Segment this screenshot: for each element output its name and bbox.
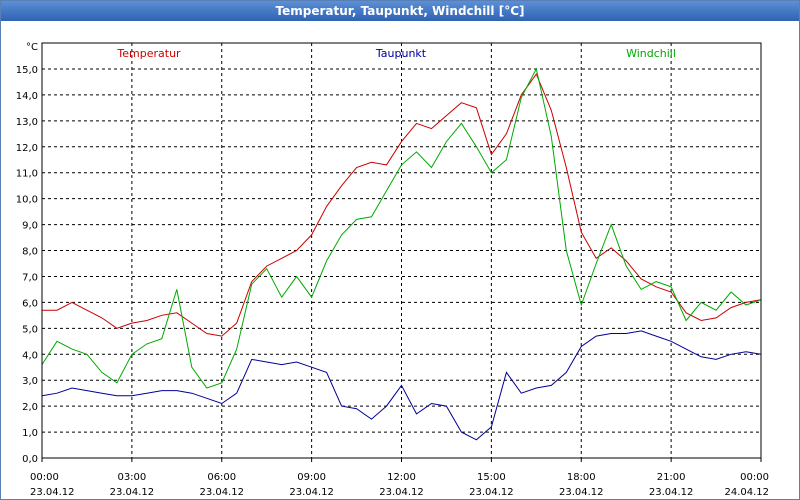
y-tick-label: 9,0 (22, 221, 38, 232)
x-tick-date: 23.04.12 (379, 487, 424, 498)
y-tick-label: 5,0 (22, 324, 38, 335)
y-tick-label: 4,0 (22, 350, 38, 361)
y-axis-ticks: 0,0 1,0 2,0 3,0 4,0 5,0 6,0 7,0 8,0 9,0 10,0 11,0 12… (16, 65, 38, 465)
x-tick-date: 24.04.12 (724, 487, 769, 498)
y-tick-label: 11,0 (16, 169, 38, 180)
x-tick-date: 23.04.12 (649, 487, 694, 498)
x-tick-time: 18:00 (567, 472, 596, 483)
x-tick-date: 23.04.12 (469, 487, 514, 498)
x-tick-time: 06:00 (207, 472, 236, 483)
x-tick-time: 00:00 (740, 472, 769, 483)
series-taupunkt-line (41, 330, 762, 441)
y-tick-label: 14,0 (16, 91, 38, 102)
x-tick-time: 21:00 (657, 472, 686, 483)
y-tick-label: 2,0 (22, 402, 38, 413)
window-title: Temperatur, Taupunkt, Windchill [°C] (1, 1, 799, 21)
y-tick-label: 12,0 (16, 143, 38, 154)
y-tick-label: 1,0 (22, 428, 38, 439)
x-tick-date: 23.04.12 (289, 487, 334, 498)
y-axis-label: °C (26, 42, 38, 53)
legend: Temperatur Taupunkt Windchill (116, 47, 676, 60)
series-windchill-line (41, 67, 762, 389)
x-tick-time: 00:00 (30, 472, 59, 483)
x-axis-ticks: 00:00 23.04.12 03:00 23.04.12 06:00 23.04.12 0… (30, 472, 769, 498)
y-tick-label: 6,0 (22, 298, 38, 309)
x-tick-time: 12:00 (387, 472, 416, 483)
series-temperatur-line (42, 73, 762, 337)
series-lines (41, 67, 762, 441)
x-tick-time: 15:00 (477, 472, 506, 483)
x-tick-date: 23.04.12 (110, 487, 155, 498)
x-tick-date: 23.04.12 (30, 487, 75, 498)
y-tick-label: 8,0 (22, 247, 38, 258)
x-tick-date: 23.04.12 (559, 487, 604, 498)
y-tick-label: 7,0 (22, 272, 38, 283)
grid (41, 43, 762, 462)
y-tick-label: 15,0 (16, 65, 38, 76)
chart: 0,0 1,0 2,0 3,0 4,0 5,0 6,0 7,0 8,0 9,0 10,0 11,0 12… (16, 42, 769, 498)
x-tick-time: 03:00 (117, 472, 146, 483)
plot-area (41, 42, 762, 459)
y-tick-label: 0,0 (22, 454, 38, 465)
legend-temperatur: Temperatur (116, 47, 181, 60)
x-tick-date: 23.04.12 (199, 487, 244, 498)
y-tick-label: 3,0 (22, 376, 38, 387)
legend-taupunkt: Taupunkt (375, 47, 427, 60)
y-tick-label: 13,0 (16, 117, 38, 128)
x-tick-time: 09:00 (297, 472, 326, 483)
y-tick-label: 10,0 (16, 195, 38, 206)
legend-windchill: Windchill (626, 47, 676, 60)
